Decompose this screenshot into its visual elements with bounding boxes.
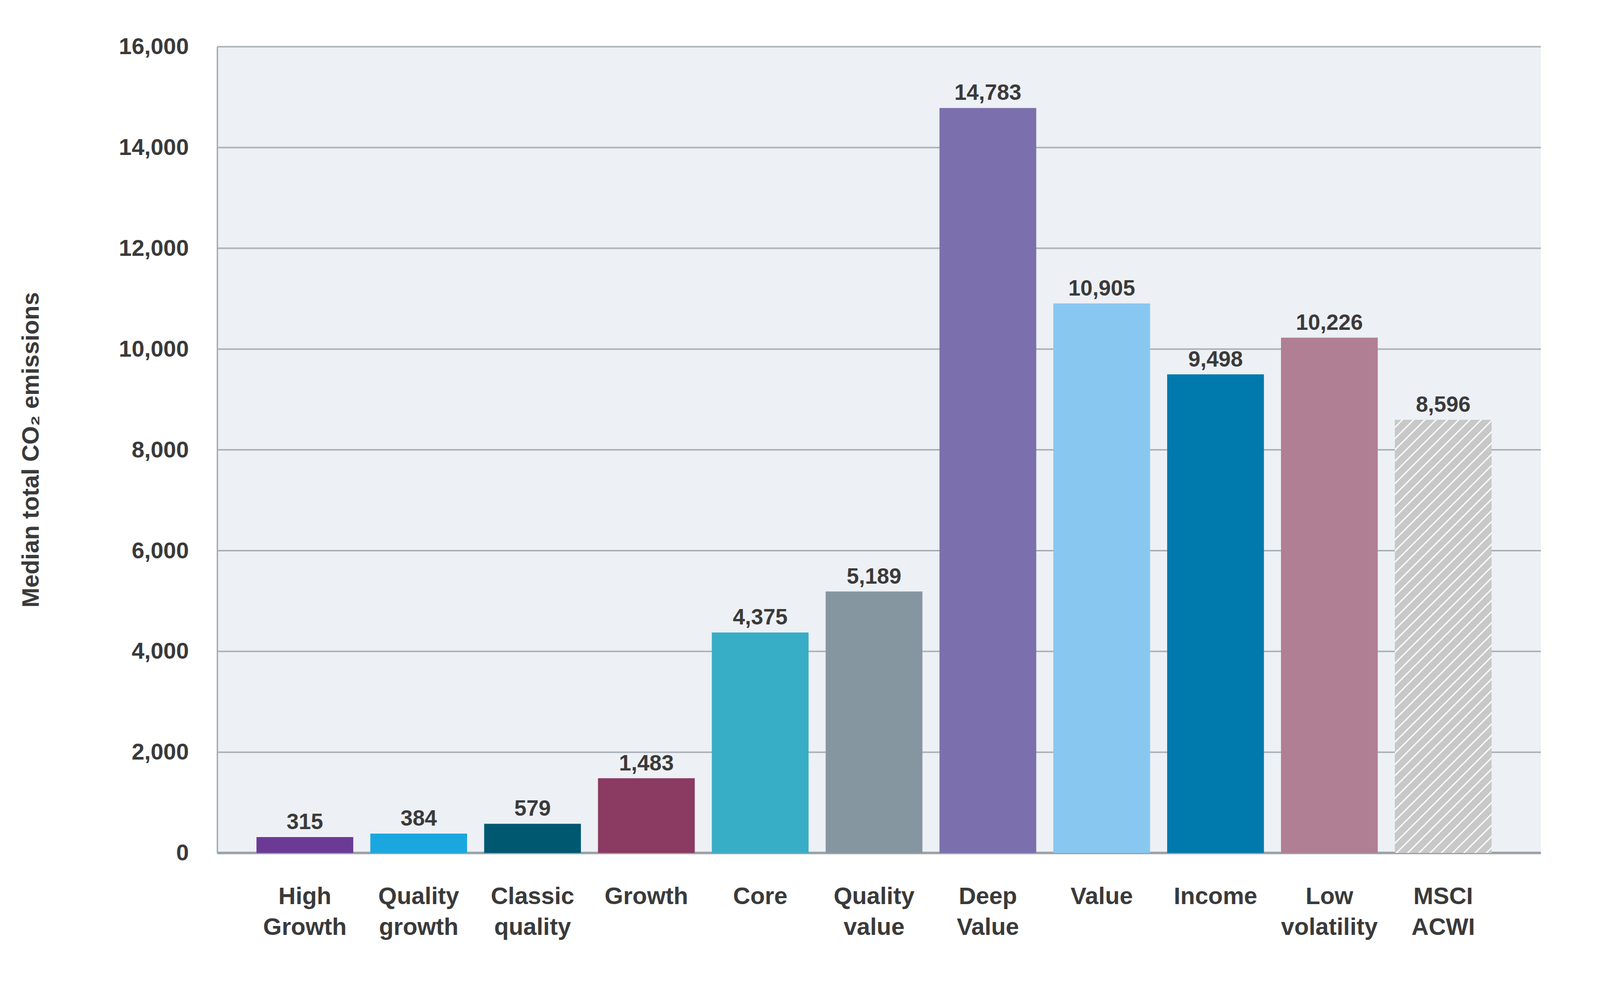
x-tick-label: Classic quality — [490, 882, 575, 941]
y-tick-label: 0 — [175, 839, 189, 866]
plot-background — [217, 46, 1541, 854]
x-axis: High Growth Quality growth Classic quality Gro… — [248, 853, 1501, 941]
y-tick: 8,000 — [131, 436, 218, 463]
x-tick-label-line: High — [278, 882, 332, 910]
data-label: 9,498 — [1188, 346, 1243, 372]
x-tick-label: Quality value — [833, 882, 915, 941]
y-axis: 0 2,000 4,000 6,000 8,000 10,000 12,000 14,000 1… — [118, 33, 218, 866]
x-tick-label-line: Quality — [833, 882, 915, 910]
x-tick-label-line: Classic — [490, 882, 575, 910]
x-tick-label-line: ACWI — [1411, 913, 1475, 941]
x-tick-label: MSCI ACWI — [1411, 882, 1475, 941]
y-tick: 6,000 — [131, 537, 218, 564]
x-tick: Quality value — [833, 853, 915, 941]
chart: 0 2,000 4,000 6,000 8,000 10,000 12,000 14,000 1… — [0, 0, 1600, 999]
grid-line — [217, 46, 1541, 48]
y-tick: 2,000 — [131, 738, 218, 765]
x-tick-label-line: MSCI — [1413, 882, 1473, 910]
x-tick: Quality growth — [378, 853, 460, 941]
y-tick-label: 16,000 — [118, 33, 189, 60]
x-tick: Low volatility — [1280, 853, 1378, 941]
x-tick: MSCI ACWI — [1411, 853, 1475, 941]
data-label: 10,905 — [1068, 275, 1136, 301]
bar — [825, 591, 923, 854]
data-labels: 315 384 579 1,483 4,375 5,189 14,783 10,905 9,49… — [286, 80, 1471, 834]
data-label: 384 — [400, 805, 438, 831]
data-label: 579 — [514, 796, 551, 821]
data-label: 10,226 — [1295, 310, 1363, 335]
y-tick: 14,000 — [118, 134, 218, 160]
x-tick-label: Core — [732, 882, 788, 910]
bar — [1280, 337, 1378, 854]
x-tick: Income — [1173, 853, 1258, 910]
data-label: 14,783 — [954, 80, 1022, 105]
y-tick-label: 2,000 — [131, 738, 189, 765]
y-tick-label: 12,000 — [118, 235, 189, 261]
x-tick-label: Value — [1070, 882, 1133, 910]
bar — [712, 632, 809, 854]
y-tick: 4,000 — [131, 638, 218, 664]
grid — [217, 46, 1541, 854]
x-tick-label: Deep Value — [956, 882, 1019, 941]
data-label: 4,375 — [732, 604, 788, 630]
x-tick-label-line: Growth — [263, 913, 347, 941]
y-tick-label: 4,000 — [131, 638, 189, 664]
x-tick-label-line: Quality — [378, 882, 460, 910]
y-tick: 10,000 — [118, 335, 218, 362]
x-tick-label-line: Growth — [604, 882, 689, 910]
bar — [1053, 303, 1151, 854]
x-tick-label: Growth — [604, 882, 689, 910]
x-tick: Value — [1070, 853, 1133, 910]
x-tick-label: High Growth — [263, 882, 347, 941]
y-axis-line — [216, 47, 219, 854]
x-tick-label: Low volatility — [1280, 882, 1378, 941]
y-tick-label: 14,000 — [118, 134, 189, 160]
bar — [939, 107, 1037, 854]
x-tick-label-line: Value — [1070, 882, 1133, 910]
x-tick-label-line: value — [843, 913, 905, 941]
x-tick: Deep Value — [956, 853, 1019, 941]
data-label: 8,596 — [1415, 392, 1471, 417]
x-tick-label-line: Deep — [958, 882, 1017, 910]
x-tick-label-line: growth — [379, 913, 459, 941]
data-label: 5,189 — [846, 563, 902, 589]
data-label: 315 — [286, 809, 323, 834]
bar — [597, 778, 695, 854]
grid-line — [217, 146, 1541, 149]
y-tick-label: 8,000 — [131, 436, 189, 463]
y-tick: 16,000 — [118, 33, 218, 60]
x-tick: Classic quality — [490, 853, 575, 941]
bar — [370, 833, 468, 854]
x-tick: Core — [732, 853, 788, 910]
bar — [256, 837, 354, 854]
bar — [483, 823, 581, 854]
bar — [1167, 374, 1265, 854]
y-tick: 12,000 — [118, 235, 218, 261]
grid-line — [217, 247, 1541, 249]
x-tick-label: Income — [1173, 882, 1258, 910]
x-tick-label-line: quality — [493, 913, 571, 941]
x-tick-label-line: Income — [1173, 882, 1258, 910]
y-tick-label: 10,000 — [118, 335, 189, 362]
x-tick-label: Quality growth — [378, 882, 460, 941]
data-label: 1,483 — [619, 750, 674, 776]
y-tick: 0 — [175, 839, 218, 866]
bar — [1394, 419, 1492, 854]
y-axis-title: Median total CO₂ emissions — [17, 292, 44, 608]
x-tick: High Growth — [263, 853, 347, 941]
x-tick-label-line: Core — [732, 882, 788, 910]
x-tick: Growth — [604, 853, 689, 910]
y-tick-label: 6,000 — [131, 537, 189, 564]
x-tick-label-line: Low — [1305, 882, 1354, 910]
x-axis-line — [248, 853, 1501, 854]
x-tick-label-line: Value — [956, 913, 1019, 941]
bars — [256, 107, 1492, 854]
x-tick-label-line: volatility — [1280, 913, 1378, 941]
